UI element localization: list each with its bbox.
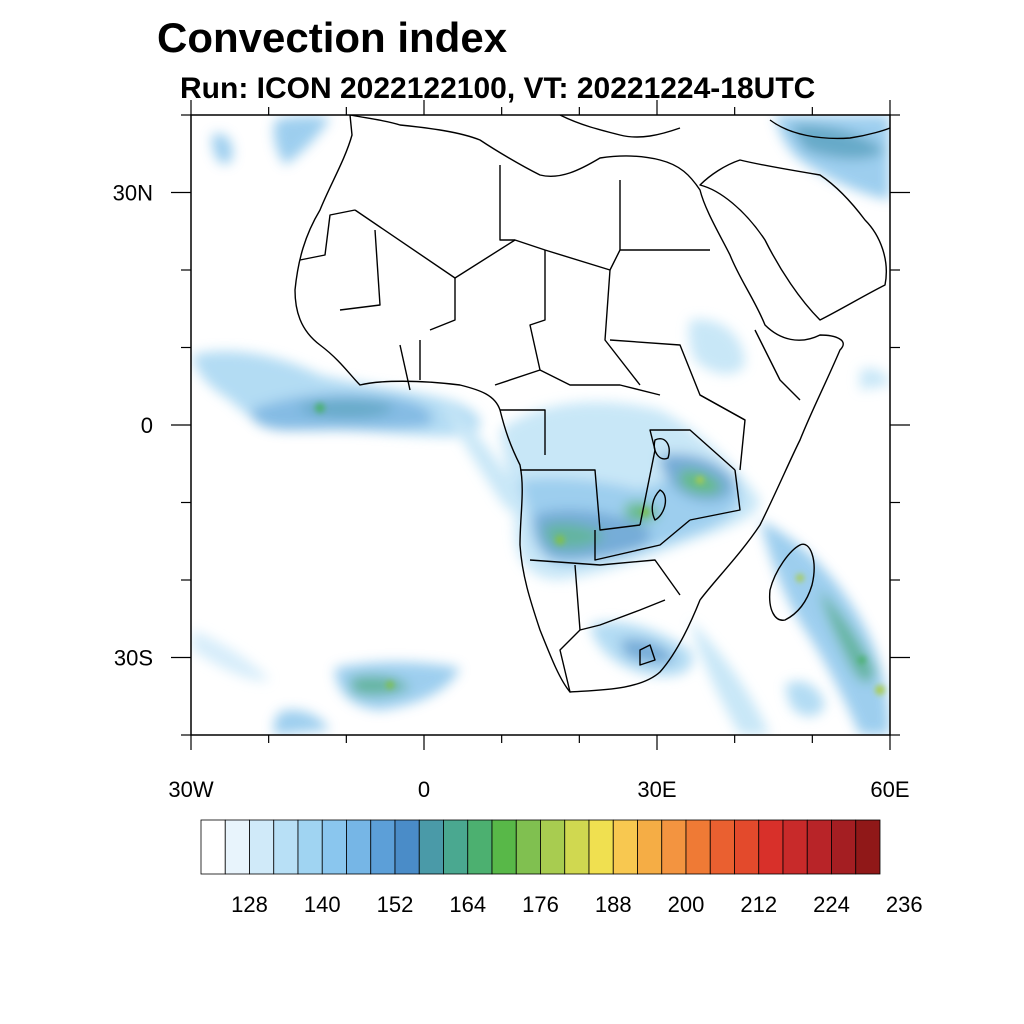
- coastline-borders: [294, 115, 890, 693]
- colorbar-swatch: [224, 819, 250, 875]
- colorbar-label: 236: [886, 892, 923, 917]
- colorbar-swatch: [370, 819, 396, 875]
- x-tick-label: 60E: [870, 777, 909, 802]
- colorbar-swatch: [273, 819, 299, 875]
- colorbar-swatch: [782, 819, 808, 875]
- convection-field: [192, 115, 890, 735]
- axis-ticks: [171, 100, 910, 750]
- colorbar-label: 188: [595, 892, 632, 917]
- colorbar-swatch: [394, 819, 420, 875]
- colorbar-swatch: [685, 819, 711, 875]
- colorbar-label: 152: [377, 892, 414, 917]
- colorbar-swatch: [346, 819, 372, 875]
- colorbar-swatch: [637, 819, 663, 875]
- colorbar-swatch: [443, 819, 469, 875]
- colorbar-swatch: [758, 819, 784, 875]
- colorbar-swatch: [418, 819, 444, 875]
- colorbar-swatch: [709, 819, 735, 875]
- colorbar-swatch: [321, 819, 347, 875]
- colorbar-swatch: [200, 819, 226, 875]
- colorbar-label: 128: [231, 892, 268, 917]
- colorbar: 128 140 152 164 176 188 200 212 224 236: [200, 819, 923, 917]
- colorbar-label: 140: [304, 892, 341, 917]
- colorbar-label: 164: [449, 892, 486, 917]
- colorbar-label: 176: [522, 892, 559, 917]
- colorbar-swatch: [249, 819, 275, 875]
- colorbar-swatch: [831, 819, 857, 875]
- y-tick-label: 0: [141, 413, 153, 438]
- axis-labels: 30W 0 30E 60E 30N 0 30S: [113, 181, 910, 803]
- colorbar-label: 212: [740, 892, 777, 917]
- colorbar-swatch: [297, 819, 323, 875]
- x-tick-label: 30W: [168, 777, 213, 802]
- colorbar-swatch: [515, 819, 541, 875]
- colorbar-label: 200: [668, 892, 705, 917]
- colorbar-swatch: [855, 819, 881, 875]
- chart-subtitle: Run: ICON 2022122100, VT: 20221224-18UTC: [180, 72, 816, 105]
- y-tick-label: 30S: [114, 646, 153, 671]
- colorbar-swatch: [564, 819, 590, 875]
- colorbar-swatch: [467, 819, 493, 875]
- colorbar-swatch: [491, 819, 517, 875]
- colorbar-swatch: [734, 819, 760, 875]
- x-tick-label: 30E: [637, 777, 676, 802]
- colorbar-swatch: [612, 819, 638, 875]
- chart-title: Convection index: [157, 14, 508, 61]
- colorbar-swatch: [661, 819, 687, 875]
- colorbar-swatch: [540, 819, 566, 875]
- colorbar-label: 224: [813, 892, 850, 917]
- x-tick-label: 0: [418, 777, 430, 802]
- colorbar-swatch: [588, 819, 614, 875]
- colorbar-swatch: [806, 819, 832, 875]
- y-tick-label: 30N: [113, 181, 153, 206]
